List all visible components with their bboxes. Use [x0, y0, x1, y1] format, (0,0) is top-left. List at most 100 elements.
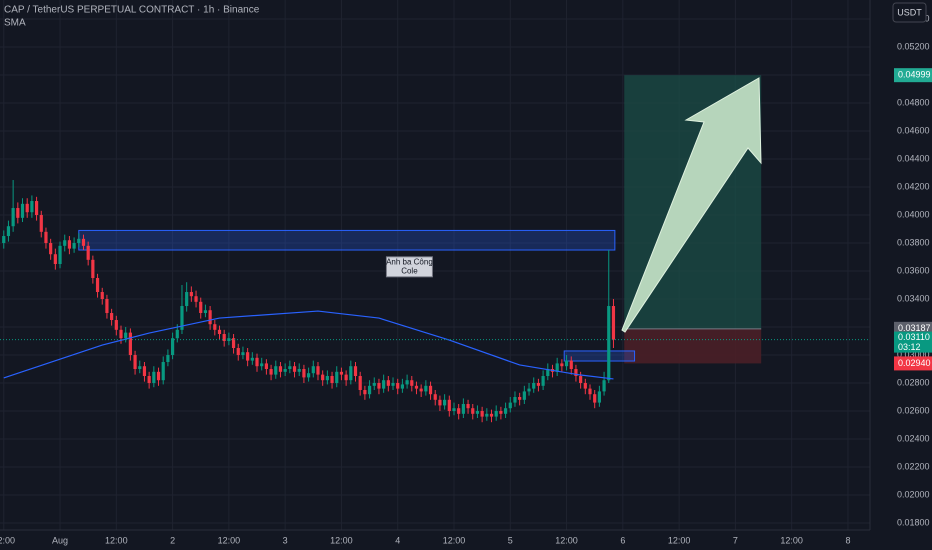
candle-body: [611, 306, 616, 340]
y-tick-label: 0.02800: [897, 377, 930, 387]
candle-body: [564, 360, 569, 367]
arrow-drawing: [621, 77, 762, 333]
price-marker: [894, 331, 932, 353]
candle-body: [91, 259, 95, 279]
candle-body: [189, 292, 193, 297]
candle-body: [231, 338, 236, 349]
candle-body: [264, 363, 268, 370]
x-tick-label: 12:00: [330, 535, 353, 545]
candle-body: [358, 376, 362, 391]
y-tick-label: 0.05200: [897, 41, 930, 51]
x-tick-label: 12:00: [780, 535, 803, 545]
note-text: Anh ba Công: [386, 257, 433, 266]
candle-body: [213, 324, 217, 330]
candle-body: [269, 369, 273, 375]
candle-body: [72, 243, 76, 249]
currency-button[interactable]: [892, 2, 927, 23]
zone-rect: [78, 229, 616, 251]
axes: 0.01800 0.02000 0.02200 0.02400 0.02600 0.028…: [0, 13, 932, 545]
candle-body: [508, 402, 512, 409]
chart-title: CAP / TetherUS PERPETUAL CONTRACT · 1h ·…: [4, 5, 260, 16]
candle-body: [241, 352, 245, 356]
candle-body: [419, 388, 423, 392]
candle-body: [325, 376, 329, 381]
price-marker: [894, 356, 932, 371]
candle-body: [236, 348, 240, 356]
price-marker: [894, 68, 932, 83]
candle-body: [560, 363, 564, 367]
candle-body: [382, 380, 386, 389]
candle-body: [494, 411, 498, 417]
y-tick-label: 0.03600: [897, 265, 930, 275]
candle-body: [175, 329, 179, 339]
candle-body: [6, 226, 11, 237]
candle-body: [532, 383, 536, 389]
candle-body: [438, 399, 442, 406]
candle-body: [142, 366, 147, 377]
x-tick-label: 3: [283, 535, 288, 545]
candle-body: [203, 310, 208, 314]
candle-body: [222, 334, 226, 342]
candle-body: [86, 245, 90, 260]
candle-body: [588, 388, 592, 395]
candle-body: [170, 338, 175, 356]
candle-body: [34, 201, 39, 216]
y-tick-label: 0.04200: [897, 181, 930, 191]
candle-body: [147, 376, 151, 384]
candle-body: [316, 366, 320, 375]
time-axis-bg: [0, 530, 870, 550]
candle-body: [246, 352, 250, 361]
candle-body: [386, 380, 390, 386]
y-tick-label: 0.02400: [897, 433, 930, 443]
candle-body: [199, 301, 203, 314]
candle-body: [124, 332, 128, 339]
candle-body: [53, 254, 57, 265]
price-marker-label: 0.03187: [898, 323, 931, 333]
candle-body: [349, 366, 353, 381]
candle-body: [353, 366, 358, 377]
loss-zone: [624, 328, 762, 364]
x-tick-label: 5: [508, 535, 513, 545]
x-tick-label: 12:00: [0, 535, 15, 545]
candle-body: [58, 245, 62, 265]
y-tick-label: 0.04800: [897, 97, 930, 107]
candle-body: [405, 380, 409, 385]
candle-body: [67, 240, 72, 249]
candle-body: [457, 408, 461, 414]
candle-body: [541, 376, 545, 386]
legend-entry: SMA: [4, 18, 26, 29]
candle-body: [410, 380, 414, 386]
candle-body: [156, 371, 161, 381]
candle-body: [11, 208, 15, 227]
candle-body: [330, 376, 334, 384]
candle-body: [77, 238, 81, 244]
x-tick-label: 6: [620, 535, 625, 545]
price-countdown: 03:12: [898, 342, 921, 352]
candle-body: [311, 366, 315, 374]
candle-body: [475, 411, 480, 414]
candle-body: [471, 408, 475, 414]
candle-body: [522, 391, 526, 400]
candle-body: [105, 299, 109, 314]
y-tick-label: 0.01800: [897, 517, 930, 527]
candle-body: [344, 374, 348, 381]
candle-body: [546, 369, 550, 377]
x-tick-label: 12:00: [555, 535, 578, 545]
candle-body: [217, 329, 222, 335]
x-tick-label: 8: [845, 535, 850, 545]
candle-body: [25, 203, 29, 213]
candle-body: [119, 329, 123, 339]
candle-body: [335, 371, 339, 384]
price-marker-label: 0.03110: [898, 332, 930, 342]
y-tick-label: 0.04600: [897, 125, 930, 135]
candle-body: [307, 373, 311, 378]
candle-body: [30, 201, 34, 213]
candle-body: [16, 208, 20, 218]
candle-body: [180, 306, 184, 330]
currency-button-label[interactable]: USDT: [897, 7, 922, 17]
candle-body: [49, 243, 53, 255]
candle-body: [321, 374, 325, 381]
price-marker-label: 0.02940: [898, 358, 931, 368]
candle-body: [260, 363, 264, 367]
candle-body: [400, 384, 405, 389]
